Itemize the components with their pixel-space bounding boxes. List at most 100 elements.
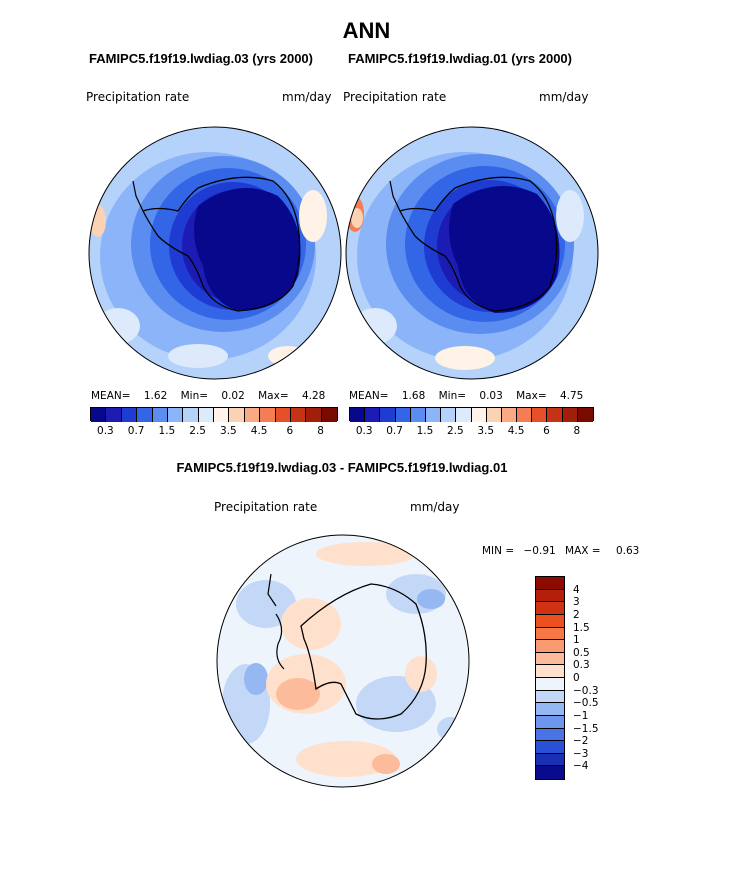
colorbar-swatch (536, 715, 564, 729)
colorbar-tick-label: 4 (573, 583, 580, 596)
main-title: ANN (342, 18, 391, 43)
diff-min-label: MIN = (482, 545, 515, 557)
colorbar-swatch (547, 408, 563, 422)
colorbar-tick-label: 8 (573, 425, 581, 437)
colorbar-swatch (532, 408, 548, 422)
right-min-value: 0.03 (479, 390, 503, 402)
colorbar-swatch (229, 408, 245, 422)
left-field-label: Precipitation rate (86, 90, 190, 104)
left-mean-label: MEAN= (91, 390, 131, 402)
colorbar-tick-label: 0 (573, 672, 580, 684)
colorbar-swatch (410, 408, 426, 422)
colorbar-swatch (536, 690, 564, 704)
diff-min-value: −0.91 (523, 545, 556, 557)
diff-units-label: mm/day (410, 500, 460, 514)
colorbar-tick-label: 1.5 (573, 621, 590, 634)
colorbar-swatch (290, 408, 307, 422)
colorbar-swatch (536, 678, 564, 691)
colorbar-tick-label: 0.3 (355, 425, 373, 437)
colorbar-swatch (425, 408, 442, 422)
right-mean-value: 1.68 (401, 390, 426, 402)
colorbar-tick-label: 2.5 (446, 425, 464, 437)
right-polar-map (345, 126, 599, 380)
colorbar-tick-label: −2 (573, 735, 589, 748)
left-case-title: FAMIPC5.f19f19.lwdiag.03 (yrs 2000) (89, 51, 313, 66)
colorbar-swatch (167, 408, 184, 422)
colorbar-tick-label: −4 (573, 760, 589, 773)
right-max-value: 4.75 (559, 390, 584, 402)
right-field-label: Precipitation rate (343, 90, 447, 104)
colorbar-tick-label: 6 (543, 425, 550, 437)
left-units-label: mm/day (282, 90, 332, 104)
colorbar-swatch (137, 408, 153, 422)
colorbar-swatch (121, 408, 138, 422)
right-stats: MEAN= 1.68 Min= 0.03 Max= 4.75 (349, 390, 583, 402)
diff-minmax: MIN = −0.91 MAX = 0.63 (482, 545, 639, 557)
colorbar-tick-label: 2.5 (189, 425, 206, 437)
colorbar-tick-label: 4.5 (507, 425, 525, 437)
colorbar-swatch (536, 577, 564, 590)
colorbar-tick-label: 0.3 (97, 425, 114, 437)
colorbar-swatch (91, 408, 107, 422)
left-max-label: Max= (258, 390, 289, 402)
colorbar-swatch (536, 703, 564, 716)
colorbar-swatch (536, 652, 564, 666)
colorbar-swatch (260, 408, 276, 422)
colorbar-swatch (152, 408, 168, 422)
left-stats: MEAN= 1.62 Min= 0.02 Max= 4.28 (91, 390, 325, 402)
colorbar-tick-label: 8 (317, 425, 324, 437)
colorbar-swatch (456, 408, 472, 422)
colorbar-swatch (536, 753, 564, 767)
left-mean-value: 1.62 (143, 390, 168, 402)
colorbar-swatch (536, 741, 564, 754)
colorbar-swatch (536, 766, 564, 779)
colorbar-tick-label: −0.5 (573, 697, 599, 710)
right-mean-label: MEAN= (349, 390, 389, 402)
right-max-label: Max= (516, 390, 547, 402)
right-colorbar-labels: 0.3 0.7 1.5 2.5 3.5 4.5 6 8 (349, 425, 594, 439)
colorbar-tick-label: 2 (573, 608, 580, 621)
difference-polar-map (216, 534, 470, 788)
colorbar-tick-label: 1.5 (416, 425, 434, 437)
colorbar-tick-label: 4.5 (250, 425, 268, 437)
colorbar-swatch (321, 408, 337, 422)
difference-colorbar-labels: 4 3 2 1.5 1 0.5 0.3 0 −0.3 −0.5 −1 −1.5 −2 −3 −4 (569, 576, 619, 780)
colorbar-swatch (395, 408, 411, 422)
left-max-value: 4.28 (301, 390, 326, 402)
diff-field-label: Precipitation rate (214, 500, 318, 514)
colorbar-swatch (536, 602, 564, 615)
colorbar-swatch (244, 408, 261, 422)
colorbar-swatch (577, 408, 593, 422)
colorbar-swatch (306, 408, 322, 422)
colorbar-swatch (106, 408, 122, 422)
left-min-value: 0.02 (221, 390, 245, 402)
colorbar-tick-label: −1.5 (573, 722, 599, 735)
colorbar-swatch (183, 408, 199, 422)
difference-colorbar (535, 576, 565, 780)
colorbar-tick-label: 3 (573, 596, 580, 609)
colorbar-tick-label: −1 (573, 709, 589, 722)
colorbar-swatch (536, 589, 564, 603)
left-min-label: Min= (180, 390, 209, 402)
colorbar-tick-label: −3 (573, 747, 589, 760)
right-units-label: mm/day (539, 90, 589, 104)
colorbar-swatch (517, 408, 533, 422)
difference-title: FAMIPC5.f19f19.lwdiag.03 - FAMIPC5.f19f1… (176, 460, 508, 475)
right-colorbar (349, 407, 594, 422)
colorbar-swatch (365, 408, 381, 422)
colorbar-tick-label: 0.7 (127, 425, 145, 437)
colorbar-tick-label: −0.3 (573, 684, 599, 697)
colorbar-tick-label: 1.5 (158, 425, 176, 437)
colorbar-tick-label: 0.5 (573, 646, 590, 659)
right-min-label: Min= (438, 390, 467, 402)
colorbar-swatch (471, 408, 487, 422)
colorbar-swatch (501, 408, 518, 422)
colorbar-swatch (536, 728, 564, 742)
colorbar-swatch (536, 640, 564, 653)
colorbar-swatch (536, 627, 564, 641)
colorbar-swatch (198, 408, 214, 422)
diff-max-value: 0.63 (615, 545, 640, 557)
colorbar-tick-label: 0.3 (573, 659, 590, 672)
colorbar-tick-label: 6 (286, 425, 294, 437)
colorbar-tick-label: 3.5 (220, 425, 237, 437)
